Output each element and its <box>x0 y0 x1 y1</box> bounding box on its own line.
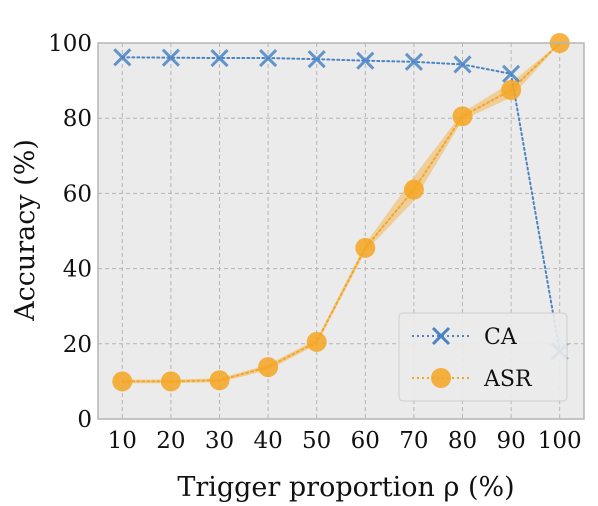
x-tick-label-20: 20 <box>156 428 185 454</box>
legend-marker-asr <box>431 368 451 388</box>
x-tick-label-100: 100 <box>538 428 582 454</box>
point-asr-10 <box>112 371 133 392</box>
point-asr-80 <box>452 106 473 127</box>
legend: CA ASR <box>398 312 568 402</box>
x-tick-label-40: 40 <box>253 428 282 454</box>
point-ca-40 <box>259 48 278 68</box>
y-tick-label-0: 0 <box>77 407 92 433</box>
y-tick-label-100: 100 <box>48 31 92 57</box>
y-tick-label-60: 60 <box>63 181 92 207</box>
point-ca-50 <box>307 50 326 69</box>
plot-frame <box>97 42 585 420</box>
legend-box <box>398 312 568 402</box>
line-asr <box>121 42 561 383</box>
y-tick-label-40: 40 <box>63 257 92 283</box>
x-tick-label-80: 80 <box>448 428 477 454</box>
y-tick-label-80: 80 <box>63 106 92 132</box>
point-asr-20 <box>160 371 181 392</box>
point-asr-90 <box>501 80 522 100</box>
x-tick-label-60: 60 <box>351 428 380 454</box>
point-ca-80 <box>453 55 472 74</box>
legend-label-ca: CA <box>484 325 518 350</box>
legend-marker-ca <box>431 326 451 346</box>
x-tick-label-10: 10 <box>108 428 137 454</box>
plot-border <box>97 42 585 420</box>
point-ca-60 <box>356 51 375 70</box>
x-tick-label-70: 70 <box>399 428 428 454</box>
line-ca <box>121 56 561 353</box>
point-ca-30 <box>210 48 229 68</box>
point-ca-90 <box>502 64 521 83</box>
point-ca-70 <box>404 52 423 71</box>
x-tick-label-50: 50 <box>302 428 331 454</box>
x-tick-label-90: 90 <box>496 428 525 454</box>
legend-label-asr: ASR <box>483 367 533 392</box>
point-asr-50 <box>306 331 327 352</box>
point-asr-60 <box>355 237 376 258</box>
series-layer <box>112 33 570 392</box>
x-axis-label: Trigger proportion ρ (%) <box>177 472 514 503</box>
point-asr-70 <box>403 179 424 200</box>
point-ca-20 <box>161 48 180 67</box>
tick-labels: 10 20 30 40 50 60 70 80 90 100 0 20 40 60 80 100 <box>48 31 582 454</box>
y-tick-label-20: 20 <box>63 332 92 358</box>
x-tick-label-30: 30 <box>205 428 234 454</box>
series-asr <box>112 33 570 392</box>
point-asr-30 <box>209 370 230 391</box>
point-ca-10 <box>113 48 132 67</box>
point-asr-40 <box>258 357 279 378</box>
y-axis-label: Accuracy (%) <box>10 139 41 322</box>
